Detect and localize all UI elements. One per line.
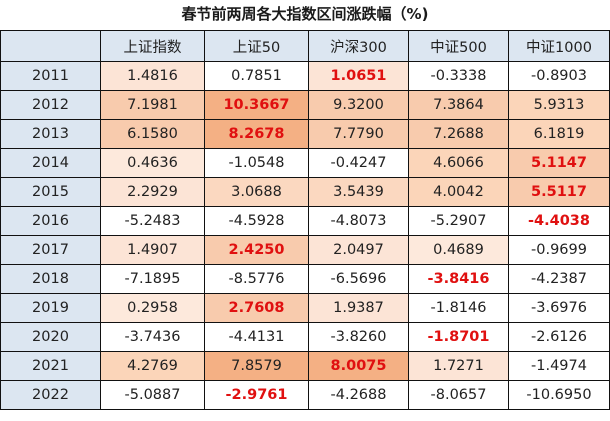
value-cell: -5.2483 [100, 206, 205, 236]
table-row: 2011 1.4816 0.7851 1.0651 -0.3338 -0.8903 [0, 61, 610, 91]
value-cell: -0.8903 [508, 61, 610, 91]
value-cell: 7.3864 [408, 90, 509, 120]
table-row: 2019 0.2958 2.7608 1.9387 -1.8146 -3.6976 [0, 293, 610, 323]
column-header: 上证指数 [100, 30, 205, 62]
table-row: 2022 -5.0887 -2.9761 -4.2688 -8.0657 -10.6950 [0, 380, 610, 410]
value-cell: -3.8416 [408, 264, 509, 294]
value-cell: 4.0042 [408, 177, 509, 207]
value-cell: 1.4816 [100, 61, 205, 91]
year-cell: 2016 [0, 206, 101, 236]
value-cell: -4.4038 [508, 206, 610, 236]
table-body: 2011 1.4816 0.7851 1.0651 -0.3338 -0.8903 2012… [0, 61, 610, 410]
value-cell: 8.0075 [308, 351, 409, 381]
value-cell: -1.4974 [508, 351, 610, 381]
value-cell: 1.4907 [100, 235, 205, 265]
value-cell: 6.1819 [508, 119, 610, 149]
value-cell: -3.6976 [508, 293, 610, 323]
returns-table: 上证指数 上证50 沪深300 中证500 中证1000 2011 1.4816 0… [0, 30, 610, 410]
year-cell: 2013 [0, 119, 101, 149]
year-cell: 2018 [0, 264, 101, 294]
value-cell: -8.0657 [408, 380, 509, 410]
year-cell: 2012 [0, 90, 101, 120]
value-cell: -1.8701 [408, 322, 509, 352]
value-cell: 4.2769 [100, 351, 205, 381]
table-row: 2013 6.1580 8.2678 7.7790 7.2688 6.1819 [0, 119, 610, 149]
value-cell: -8.5776 [204, 264, 309, 294]
value-cell: -3.7436 [100, 322, 205, 352]
value-cell: -4.4131 [204, 322, 309, 352]
value-cell: 1.7271 [408, 351, 509, 381]
value-cell: 7.2688 [408, 119, 509, 149]
value-cell: 7.8579 [204, 351, 309, 381]
value-cell: 3.0688 [204, 177, 309, 207]
value-cell: 5.1147 [508, 148, 610, 178]
year-cell: 2022 [0, 380, 101, 410]
header-row: 上证指数 上证50 沪深300 中证500 中证1000 [0, 30, 610, 62]
value-cell: 6.1580 [100, 119, 205, 149]
table-row: 2015 2.2929 3.0688 3.5439 4.0042 5.5117 [0, 177, 610, 207]
value-cell: 2.0497 [308, 235, 409, 265]
value-cell: 4.6066 [408, 148, 509, 178]
value-cell: -2.6126 [508, 322, 610, 352]
value-cell: -7.1895 [100, 264, 205, 294]
table-row: 2016 -5.2483 -4.5928 -4.8073 -5.2907 -4.4038 [0, 206, 610, 236]
value-cell: 0.2958 [100, 293, 205, 323]
value-cell: 5.5117 [508, 177, 610, 207]
value-cell: 0.4689 [408, 235, 509, 265]
value-cell: 0.4636 [100, 148, 205, 178]
year-cell: 2017 [0, 235, 101, 265]
value-cell: 0.7851 [204, 61, 309, 91]
column-header: 上证50 [204, 30, 309, 62]
value-cell: -1.8146 [408, 293, 509, 323]
value-cell: -4.2688 [308, 380, 409, 410]
value-cell: 9.3200 [308, 90, 409, 120]
table-row: 2020 -3.7436 -4.4131 -3.8260 -1.8701 -2.6126 [0, 322, 610, 352]
column-header: 沪深300 [308, 30, 409, 62]
table-row: 2021 4.2769 7.8579 8.0075 1.7271 -1.4974 [0, 351, 610, 381]
year-cell: 2015 [0, 177, 101, 207]
year-cell: 2021 [0, 351, 101, 381]
table-title: 春节前两周各大指数区间涨跌幅（%) [181, 5, 429, 23]
value-cell: 8.2678 [204, 119, 309, 149]
value-cell: -0.4247 [308, 148, 409, 178]
year-cell: 2019 [0, 293, 101, 323]
column-header: 中证1000 [508, 30, 610, 62]
value-cell: 7.7790 [308, 119, 409, 149]
value-cell: 1.9387 [308, 293, 409, 323]
value-cell: -1.0548 [204, 148, 309, 178]
value-cell: -6.5696 [308, 264, 409, 294]
table-row: 2012 7.1981 10.3667 9.3200 7.3864 5.9313 [0, 90, 610, 120]
value-cell: 7.1981 [100, 90, 205, 120]
value-cell: -5.0887 [100, 380, 205, 410]
value-cell: 1.0651 [308, 61, 409, 91]
value-cell: 2.2929 [100, 177, 205, 207]
value-cell: -5.2907 [408, 206, 509, 236]
value-cell: -10.6950 [508, 380, 610, 410]
value-cell: -2.9761 [204, 380, 309, 410]
value-cell: 2.4250 [204, 235, 309, 265]
table-row: 2018 -7.1895 -8.5776 -6.5696 -3.8416 -4.2387 [0, 264, 610, 294]
value-cell: -3.8260 [308, 322, 409, 352]
corner-cell [0, 30, 101, 62]
value-cell: -0.3338 [408, 61, 509, 91]
value-cell: -4.8073 [308, 206, 409, 236]
column-header: 中证500 [408, 30, 509, 62]
value-cell: -0.9699 [508, 235, 610, 265]
value-cell: 2.7608 [204, 293, 309, 323]
table-row: 2017 1.4907 2.4250 2.0497 0.4689 -0.9699 [0, 235, 610, 265]
value-cell: -4.2387 [508, 264, 610, 294]
value-cell: 5.9313 [508, 90, 610, 120]
year-cell: 2020 [0, 322, 101, 352]
value-cell: 3.5439 [308, 177, 409, 207]
year-cell: 2014 [0, 148, 101, 178]
value-cell: -4.5928 [204, 206, 309, 236]
table-row: 2014 0.4636 -1.0548 -0.4247 4.6066 5.1147 [0, 148, 610, 178]
value-cell: 10.3667 [204, 90, 309, 120]
year-cell: 2011 [0, 61, 101, 91]
